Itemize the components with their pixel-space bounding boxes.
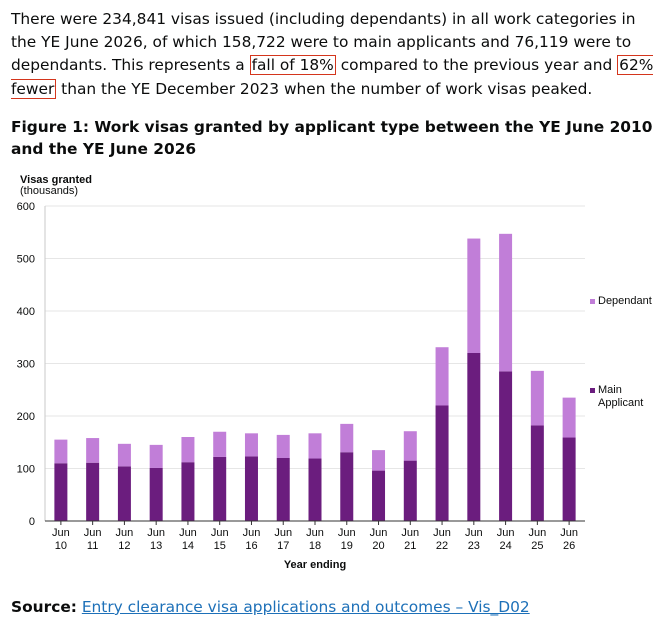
x-tick-label: Jun xyxy=(465,527,483,539)
source-link[interactable]: Entry clearance visa applications and ou… xyxy=(81,598,530,616)
x-tick-label: Jun xyxy=(211,527,229,539)
y-tick-label: 600 xyxy=(17,201,35,213)
bar-dependant xyxy=(86,438,100,463)
y-tick-label: 400 xyxy=(17,306,35,318)
bar-dependant xyxy=(403,431,417,461)
bar-dependant xyxy=(372,450,386,471)
x-tick-label: 20 xyxy=(372,540,384,552)
x-tick-label: Jun xyxy=(401,527,419,539)
intro-paragraph: There were 234,841 visas issued (includi… xyxy=(11,8,661,101)
bar-main-applicant xyxy=(276,458,290,521)
x-tick-label: 15 xyxy=(214,540,226,552)
bar-dependant xyxy=(435,347,449,406)
bar-main-applicant xyxy=(435,405,449,521)
legend-main-applicant-label: Main xyxy=(598,384,622,396)
bar-main-applicant xyxy=(562,437,576,521)
x-tick-label: 18 xyxy=(309,540,321,552)
bar-main-applicant xyxy=(308,458,322,521)
bar-main-applicant xyxy=(213,456,227,521)
x-tick-label: Jun xyxy=(370,527,388,539)
bar-main-applicant xyxy=(244,456,258,521)
bar-dependant xyxy=(530,370,544,426)
source-label: Source: xyxy=(11,598,77,616)
bar-dependant xyxy=(467,238,481,353)
x-tick-label: Jun xyxy=(274,527,292,539)
x-tick-label: Jun xyxy=(433,527,451,539)
y-tick-label: 300 xyxy=(17,359,35,371)
bar-main-applicant xyxy=(117,466,131,521)
bar-dependant xyxy=(562,397,576,438)
intro-text-2: compared to the previous year and xyxy=(335,56,618,75)
x-tick-label: 22 xyxy=(436,540,448,552)
x-tick-label: Jun xyxy=(147,527,165,539)
x-tick-label: 13 xyxy=(150,540,162,552)
bar-dependant xyxy=(181,437,195,463)
highlight-fall-18: fall of 18% xyxy=(249,55,336,76)
source-line: Source: Entry clearance visa application… xyxy=(11,598,530,616)
legend-dependant-swatch xyxy=(590,299,595,304)
bar-main-applicant xyxy=(372,470,386,521)
x-tick-label: 26 xyxy=(563,540,575,552)
x-tick-label: Jun xyxy=(560,527,578,539)
bar-main-applicant xyxy=(403,460,417,521)
x-tick-label: Jun xyxy=(84,527,102,539)
bar-main-applicant xyxy=(530,425,544,521)
legend-dependant-label: Dependant xyxy=(598,295,652,307)
bar-main-applicant xyxy=(499,371,513,521)
x-axis-title: Year ending xyxy=(284,559,346,571)
stacked-bar-chart: 0100200300400500600Jun10Jun11Jun12Jun13J… xyxy=(17,174,652,571)
y-tick-label: 200 xyxy=(17,411,35,423)
x-tick-label: Jun xyxy=(52,527,70,539)
bar-dependant xyxy=(499,233,513,372)
x-tick-label: 17 xyxy=(277,540,289,552)
intro-text-3: than the YE December 2023 when the numbe… xyxy=(56,79,593,98)
x-tick-label: 14 xyxy=(182,540,194,552)
x-tick-label: 10 xyxy=(55,540,67,552)
x-tick-label: 16 xyxy=(245,540,257,552)
bar-dependant xyxy=(276,434,290,458)
figure-title: Figure 1: Work visas granted by applican… xyxy=(11,118,653,158)
axes: 0100200300400500600Jun10Jun11Jun12Jun13J… xyxy=(17,201,585,552)
y-axis-title-line1: Visas granted xyxy=(20,174,92,186)
y-tick-label: 100 xyxy=(17,464,35,476)
bars xyxy=(54,233,576,521)
y-axis-title-line2: (thousands) xyxy=(20,185,78,197)
bar-main-applicant xyxy=(181,462,195,521)
x-tick-label: 25 xyxy=(531,540,543,552)
x-tick-label: 11 xyxy=(87,540,98,552)
bar-dependant xyxy=(308,433,322,459)
legend-main-applicant-label: Applicant xyxy=(598,397,643,409)
bar-dependant xyxy=(117,443,131,467)
bar-main-applicant xyxy=(54,463,68,521)
x-tick-label: 19 xyxy=(341,540,353,552)
bar-main-applicant xyxy=(340,452,354,521)
x-tick-label: 12 xyxy=(118,540,130,552)
grid-lines xyxy=(45,205,585,469)
x-tick-label: 23 xyxy=(468,540,480,552)
bar-dependant xyxy=(340,423,354,453)
legend-main-applicant-swatch xyxy=(590,388,595,393)
bar-main-applicant xyxy=(149,467,163,521)
x-tick-label: Jun xyxy=(179,527,197,539)
bar-dependant xyxy=(213,431,227,457)
x-tick-label: 21 xyxy=(404,540,416,552)
x-tick-label: Jun xyxy=(338,527,356,539)
x-tick-label: Jun xyxy=(116,527,134,539)
bar-dependant xyxy=(54,439,68,464)
bar-dependant xyxy=(244,433,258,457)
x-tick-label: Jun xyxy=(497,527,515,539)
y-tick-label: 500 xyxy=(17,254,35,266)
x-tick-label: 24 xyxy=(499,540,511,552)
bar-main-applicant xyxy=(467,353,481,521)
x-tick-label: Jun xyxy=(243,527,261,539)
x-tick-label: Jun xyxy=(528,527,546,539)
intro-text-1: There were 234,841 visas issued (includi… xyxy=(11,10,636,75)
x-tick-label: Jun xyxy=(306,527,324,539)
y-tick-label: 0 xyxy=(29,516,35,528)
highlight-62-fewer: 62% fewer xyxy=(11,55,654,99)
bar-dependant xyxy=(149,444,163,468)
bar-main-applicant xyxy=(86,462,100,521)
